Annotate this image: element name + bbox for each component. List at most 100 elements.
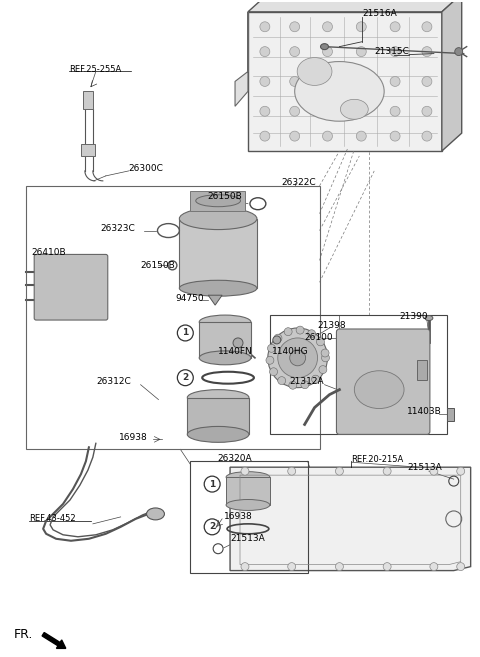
Polygon shape [248, 0, 462, 12]
FancyBboxPatch shape [34, 254, 108, 320]
Circle shape [290, 106, 300, 116]
Text: 21315C: 21315C [374, 47, 409, 56]
Circle shape [383, 467, 391, 475]
Circle shape [312, 375, 320, 383]
Ellipse shape [425, 315, 433, 321]
Circle shape [356, 76, 366, 87]
Circle shape [288, 562, 296, 570]
Bar [190, 461, 308, 573]
Circle shape [296, 326, 304, 334]
Text: 16938: 16938 [224, 512, 253, 522]
Circle shape [323, 47, 333, 57]
Text: 21312A: 21312A [290, 377, 324, 386]
Polygon shape [208, 295, 222, 305]
Text: 26100: 26100 [305, 334, 333, 342]
Bar [83, 91, 93, 109]
Text: 26322C: 26322C [282, 178, 316, 187]
Polygon shape [230, 467, 471, 570]
Text: 21513A: 21513A [230, 534, 265, 543]
Circle shape [323, 22, 333, 32]
Ellipse shape [340, 99, 368, 119]
Text: REF.20-215A: REF.20-215A [351, 455, 404, 464]
Bar [26, 186, 320, 449]
Circle shape [241, 562, 249, 570]
Circle shape [284, 328, 292, 336]
Circle shape [267, 344, 276, 352]
Ellipse shape [297, 58, 332, 85]
Text: REF.43-452: REF.43-452 [29, 514, 76, 524]
Circle shape [356, 106, 366, 116]
Ellipse shape [180, 281, 257, 296]
Bar [81, 144, 95, 156]
Circle shape [422, 106, 432, 116]
Circle shape [266, 356, 274, 364]
Circle shape [356, 47, 366, 57]
Circle shape [323, 131, 333, 141]
Text: 26320A: 26320A [218, 454, 252, 463]
Text: 21390: 21390 [399, 311, 428, 321]
Circle shape [260, 106, 270, 116]
Text: 1: 1 [182, 328, 189, 338]
Bar [248, 12, 442, 151]
Circle shape [233, 338, 243, 348]
Circle shape [260, 76, 270, 87]
Circle shape [323, 76, 333, 87]
Circle shape [390, 106, 400, 116]
Circle shape [278, 338, 318, 378]
Circle shape [290, 47, 300, 57]
Circle shape [289, 381, 297, 389]
Circle shape [422, 131, 432, 141]
Circle shape [322, 354, 329, 362]
Circle shape [301, 381, 309, 389]
Bar [199, 322, 251, 358]
Bar [226, 477, 270, 505]
Circle shape [260, 22, 270, 32]
Polygon shape [235, 12, 248, 106]
Circle shape [260, 131, 270, 141]
Ellipse shape [199, 351, 251, 365]
Text: 21516A: 21516A [362, 9, 397, 18]
Circle shape [422, 22, 432, 32]
Ellipse shape [180, 208, 257, 229]
Circle shape [321, 349, 329, 357]
Circle shape [260, 47, 270, 57]
Circle shape [268, 328, 327, 388]
Ellipse shape [295, 62, 384, 121]
FancyArrow shape [42, 633, 66, 648]
Text: REF.25-255A: REF.25-255A [69, 65, 121, 74]
Text: 26150B: 26150B [207, 193, 242, 201]
Text: 26300C: 26300C [129, 164, 164, 173]
Circle shape [455, 48, 463, 56]
Text: 16938: 16938 [119, 433, 147, 442]
Ellipse shape [199, 315, 251, 329]
Circle shape [290, 22, 300, 32]
Circle shape [273, 336, 281, 344]
Circle shape [390, 22, 400, 32]
Text: 11403B: 11403B [407, 407, 442, 416]
Circle shape [336, 467, 343, 475]
Text: FR.: FR. [13, 627, 33, 641]
Circle shape [278, 376, 286, 384]
FancyBboxPatch shape [336, 329, 430, 434]
Circle shape [430, 562, 438, 570]
Ellipse shape [187, 426, 249, 442]
Circle shape [308, 330, 315, 338]
Text: 21398: 21398 [318, 321, 346, 330]
Ellipse shape [146, 508, 165, 520]
Bar [180, 219, 257, 288]
Text: 26312C: 26312C [97, 377, 132, 386]
Circle shape [288, 467, 296, 475]
Bar [190, 191, 245, 211]
Text: 2: 2 [182, 373, 189, 382]
Circle shape [390, 131, 400, 141]
Bar [270, 315, 447, 434]
Bar [187, 397, 249, 434]
Circle shape [274, 334, 282, 342]
Ellipse shape [354, 371, 404, 409]
Circle shape [383, 562, 391, 570]
Circle shape [290, 76, 300, 87]
Circle shape [390, 76, 400, 87]
Circle shape [457, 562, 465, 570]
Circle shape [241, 467, 249, 475]
Circle shape [270, 368, 277, 376]
